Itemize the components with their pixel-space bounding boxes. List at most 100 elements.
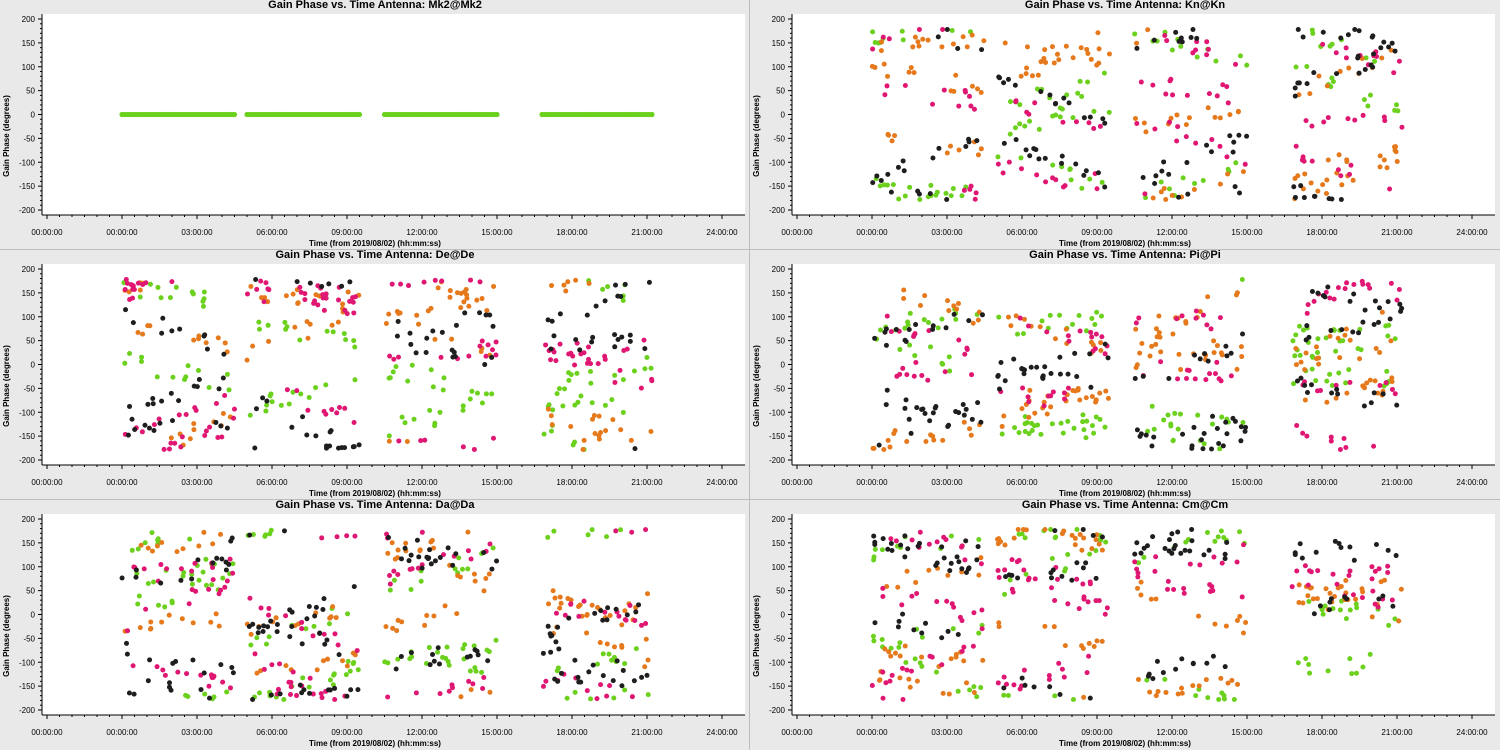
data-point [1224,431,1230,437]
data-point [435,649,441,655]
data-point [328,614,334,620]
data-point [1292,194,1298,200]
data-point [913,359,919,365]
data-point [622,281,628,287]
data-point [1036,156,1042,162]
data-point [633,609,639,615]
data-point [306,603,312,609]
data-point [955,631,961,637]
data-point [1136,560,1142,566]
data-point [908,65,914,71]
data-point [600,673,606,679]
data-point [878,178,884,184]
data-point [439,329,445,335]
data-point [939,544,945,550]
data-point [1020,385,1026,391]
data-point [1293,64,1299,70]
y-tick-label: 100 [22,63,36,72]
data-point [432,558,438,564]
data-point [1388,280,1394,286]
x-tick-label: 24:00:00 [1456,228,1488,237]
data-point [905,546,911,552]
data-point [180,546,186,552]
data-point [133,567,139,573]
data-point [902,193,908,199]
y-tick-label: -150 [19,682,36,691]
data-point [1034,172,1040,178]
data-point [593,303,599,309]
data-point [971,690,977,696]
data-point [947,143,953,149]
data-point [200,569,206,575]
x-tick-label: 06:00:00 [256,478,288,487]
data-point [549,632,555,638]
data-point [394,628,400,634]
data-point [1074,527,1080,533]
data-point [287,607,293,613]
data-point [889,547,895,553]
x-tick-label: 09:00:00 [1081,478,1113,487]
data-point [289,424,295,430]
data-point [402,420,408,426]
data-point [589,602,595,608]
panel-title: Gain Phase vs. Time Antenna: Cm@Cm [1021,500,1229,511]
data-point [1081,172,1087,178]
data-point [1050,162,1056,168]
data-point [888,653,894,659]
data-point [645,692,651,698]
data-point [1014,331,1020,337]
data-point [951,604,957,610]
data-point [1081,115,1087,121]
data-point [558,600,564,606]
data-point [1296,600,1302,606]
data-point [1397,301,1403,307]
data-point [183,692,189,698]
data-point [462,642,468,648]
data-point [1099,334,1105,340]
data-point [880,34,886,40]
data-point [644,354,650,360]
data-point [1212,114,1218,120]
data-point [428,367,434,373]
data-point [1025,394,1031,400]
data-point [127,350,133,356]
data-point [471,643,477,649]
data-point [1029,73,1035,79]
data-point [979,312,985,318]
data-point [391,577,397,583]
data-point [1141,554,1147,560]
data-point [954,306,960,312]
data-point [206,384,212,390]
data-point [1080,581,1086,587]
data-point [584,688,590,694]
data-point [953,316,959,322]
data-point [1328,434,1334,440]
data-point [352,533,358,539]
data-point [484,308,490,314]
data-point [343,672,349,678]
data-point [917,196,923,202]
data-point [643,621,649,627]
data-point [168,390,174,396]
data-point [486,571,492,577]
data-point [627,602,633,608]
data-point [295,300,301,306]
data-point [939,635,945,641]
data-point [1335,285,1341,291]
data-point [622,617,628,623]
data-point [312,613,318,619]
data-point [1066,100,1072,106]
data-point [882,329,888,335]
data-point [1147,353,1153,359]
data-point [203,556,209,562]
data-point [620,409,626,415]
data-point [1372,58,1378,64]
data-point [1372,568,1378,574]
y-tick-label: 150 [22,289,36,298]
data-point [1026,111,1032,117]
data-point [1041,55,1047,61]
data-point [127,403,133,409]
data-point [222,392,228,398]
data-point [568,423,574,429]
data-point [158,295,164,301]
